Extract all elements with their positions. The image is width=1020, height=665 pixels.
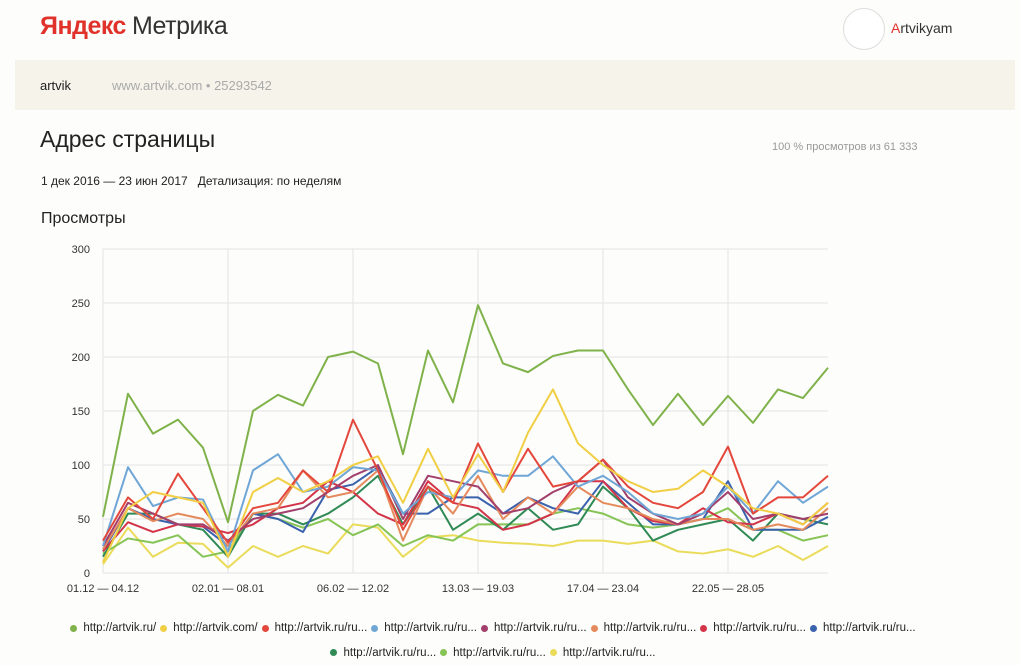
series-line	[102, 523, 829, 569]
legend-label: http://artvik.ru/ru...	[343, 646, 437, 659]
legend-dot-icon	[330, 649, 338, 656]
detail-selector[interactable]: Детализация: по неделям	[197, 174, 342, 188]
x-tick-label: 17.04 — 23.04	[567, 583, 639, 595]
legend-label: http://artvik.ru/ru...	[453, 646, 546, 659]
avatar[interactable]	[843, 8, 885, 50]
legend-label: http://artvik.ru/ru...	[822, 622, 916, 634]
legend-dot-icon	[480, 624, 488, 632]
counter-name[interactable]: artvik	[40, 78, 72, 93]
y-tick-label: 100	[72, 460, 90, 472]
legend-label: http://artvik.ru/ru...	[384, 622, 477, 634]
series-line	[102, 304, 829, 524]
legend-label: http://artvik.ru/ru...	[603, 622, 697, 634]
logo-product: Метрика	[131, 12, 228, 40]
x-tick-label: 01.12 — 04.12	[67, 583, 139, 595]
counter-site: www.artvik.com • 25293542	[112, 78, 272, 93]
y-tick-label: 50	[78, 514, 90, 526]
x-tick-label: 02.01 — 08.01	[192, 583, 264, 595]
legend-dot-icon	[70, 624, 78, 632]
series-line	[102, 453, 829, 553]
legend-item[interactable]: http://artvik.ru/ru...	[330, 641, 436, 665]
legend-item[interactable]: http://artvik.ru/ru...	[809, 616, 916, 640]
y-tick-label: 0	[84, 568, 90, 580]
yandex-metrika-logo[interactable]: Яндекс Метрика	[40, 12, 228, 41]
legend-dot-icon	[590, 624, 598, 632]
date-range[interactable]: 1 дек 2016 — 23 июн 2017	[41, 174, 188, 188]
legend-item[interactable]: http://artvik.ru/ru...	[480, 616, 587, 640]
legend-label: http://artvik.ru/	[83, 622, 157, 634]
series-line	[102, 418, 829, 544]
period-line: 1 дек 2016 — 23 июн 2017 Детализация: по…	[41, 174, 341, 188]
legend-label: http://artvik.com/	[173, 622, 258, 634]
x-tick-label: 13.03 — 19.03	[442, 583, 514, 595]
views-share: 100 % просмотров из 61 333	[772, 141, 918, 153]
legend-dot-icon	[160, 624, 168, 632]
legend-dot-icon	[261, 624, 269, 632]
legend-dot-icon	[371, 624, 379, 632]
legend-label: http://artvik.ru/ru...	[713, 622, 806, 634]
legend-item[interactable]: http://artvik.ru/	[70, 616, 156, 640]
x-tick-label: 06.02 — 12.02	[317, 583, 389, 595]
user-initial: A	[891, 20, 901, 36]
series-line	[102, 474, 829, 558]
user-name-rest: rtvikyam	[900, 20, 953, 36]
legend-dot-icon	[549, 649, 557, 656]
legend-label: http://artvik.ru/ru...	[562, 646, 656, 659]
legend-label: http://artvik.ru/ru...	[274, 622, 368, 634]
legend-dot-icon	[440, 649, 448, 656]
legend-item[interactable]: http://artvik.ru/ru...	[261, 616, 368, 640]
metric-title: Просмотры	[41, 210, 126, 227]
chart-legend: http://artvik.ru/http://artvik.com/http:…	[0, 616, 990, 665]
series-line	[102, 388, 829, 563]
counter-bar	[15, 60, 1015, 110]
y-tick-label: 250	[72, 298, 90, 310]
logo-brand: Яндекс	[40, 12, 126, 40]
x-tick-label: 22.05 — 28.05	[692, 583, 764, 595]
y-tick-label: 150	[72, 406, 90, 418]
user-name[interactable]: Artvikyam	[891, 20, 952, 36]
legend-dot-icon	[809, 624, 817, 632]
legend-dot-icon	[700, 624, 708, 632]
legend-item[interactable]: http://artvik.ru/ru...	[371, 616, 477, 640]
y-tick-label: 300	[72, 244, 90, 256]
legend-item[interactable]: http://artvik.ru/ru...	[440, 641, 546, 665]
page-title: Адрес страницы	[40, 126, 216, 152]
legend-item[interactable]: http://artvik.com/	[160, 616, 258, 640]
legend-item[interactable]: http://artvik.ru/ru...	[700, 616, 806, 640]
legend-item[interactable]: http://artvik.ru/ru...	[590, 616, 697, 640]
legend-item[interactable]: http://artvik.ru/ru...	[549, 641, 656, 665]
legend-label: http://artvik.ru/ru...	[493, 622, 587, 634]
y-tick-label: 200	[72, 352, 90, 364]
